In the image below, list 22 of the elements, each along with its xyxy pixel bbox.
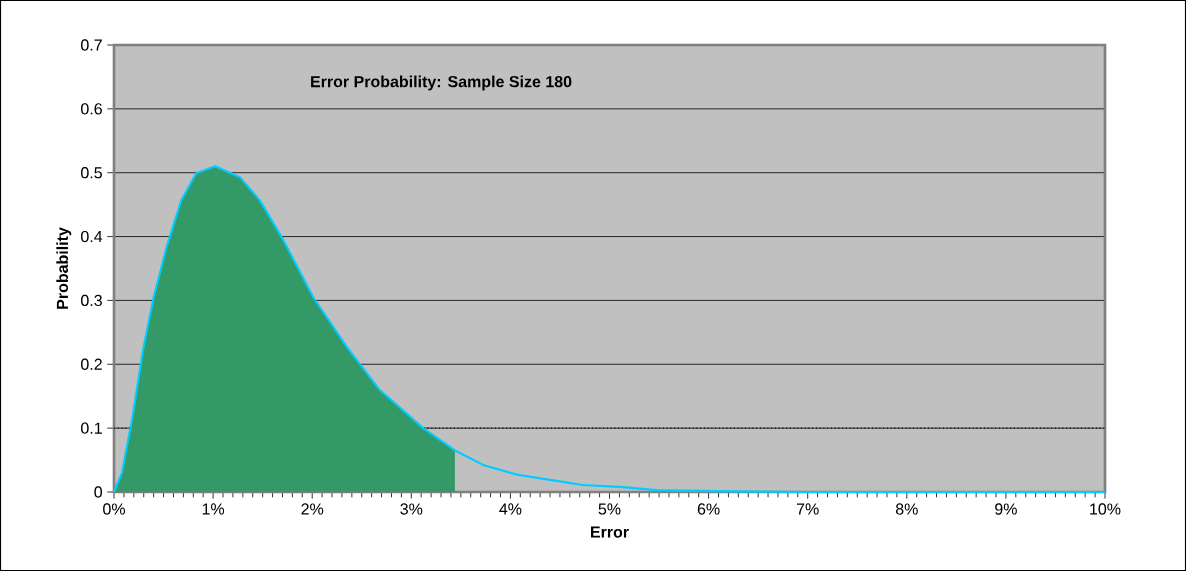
x-tick-label: 0% [103, 503, 125, 515]
y-tick-label: 0 [94, 486, 103, 498]
text: Error Probability: Sample Size 180 [311, 75, 572, 91]
x-tick-label: 9% [995, 503, 1017, 515]
x-tick-label: 4% [499, 503, 522, 515]
y-tick-label: 0.1 [81, 422, 102, 434]
y-tick-label: 0.5 [81, 167, 102, 179]
x-tick-label: 6% [697, 503, 720, 515]
y-axis-title: Probability [56, 227, 72, 309]
x-tick-label: 1% [202, 503, 225, 515]
x-tick-label: 2% [301, 503, 324, 515]
x-tick-label: 3% [400, 503, 423, 515]
x-tick-label: 5% [598, 503, 621, 515]
y-tick-label: 0.4 [81, 230, 103, 243]
x-tick-label: 7% [796, 503, 819, 515]
y-tick-label: 0.7 [81, 39, 102, 51]
x-axis-title: Error [591, 526, 629, 538]
y-tick-label: 0.2 [81, 358, 102, 370]
y-tick-label: 0.6 [81, 103, 102, 115]
x-tick-label: 8% [895, 503, 918, 515]
x-tick-label: 10% [1090, 503, 1121, 515]
y-tick-label: 0.3 [81, 294, 102, 307]
